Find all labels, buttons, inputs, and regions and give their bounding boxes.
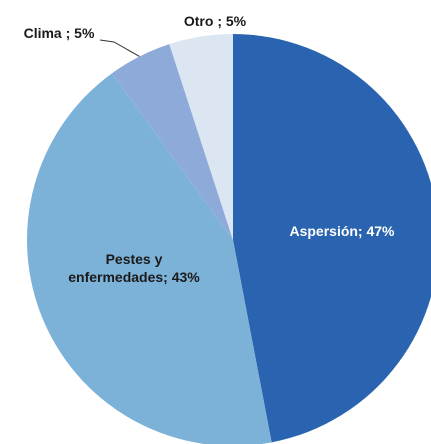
data-label: Otro ; 5% [183,13,247,29]
pie-slice [169,34,233,240]
pie-slice [111,44,233,240]
pie-slice [233,34,431,443]
data-label: Pestes y enfermedades; 43% [68,251,200,285]
pie-slice [27,73,272,444]
leader-line [99,39,140,57]
data-label: Aspersión; 47% [289,223,395,239]
data-label: Clima ; 5% [23,25,95,41]
